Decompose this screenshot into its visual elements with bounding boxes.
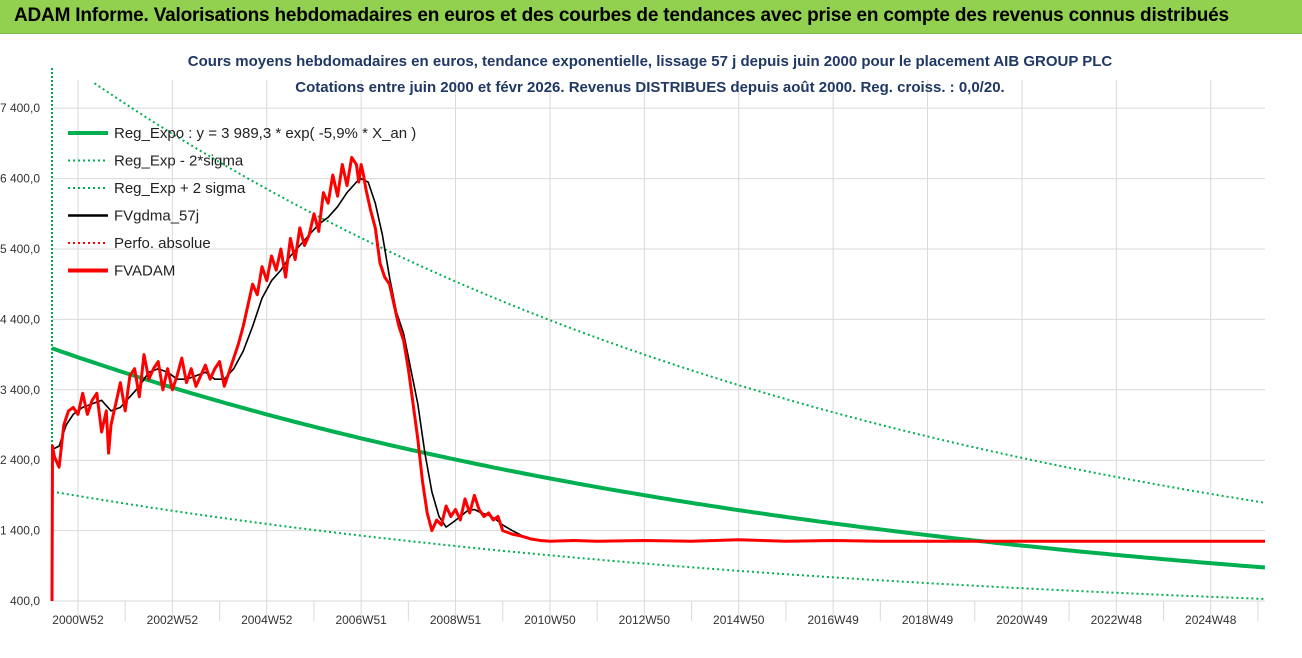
report-title: ADAM Informe. Valorisations hebdomadaire… bbox=[14, 5, 1229, 26]
series-line-reg bbox=[51, 346, 1266, 570]
y-tick-label: 2 400,0 bbox=[0, 453, 40, 467]
legend-label: Reg_Expo : y = 3 989,3 * exp( -5,9% * X_… bbox=[114, 125, 416, 142]
series-line-reg_plus bbox=[93, 82, 1266, 504]
series-line-data bbox=[50, 155, 1265, 602]
x-tick-label: 2022W48 bbox=[1091, 613, 1143, 627]
x-tick-label: 2020W49 bbox=[996, 613, 1048, 627]
chart-grid bbox=[52, 80, 1265, 621]
chart-legend: Reg_Expo : y = 3 989,3 * exp( -5,9% * X_… bbox=[68, 125, 416, 280]
x-tick-label: 2024W48 bbox=[1185, 613, 1237, 627]
chart-background bbox=[0, 34, 1302, 653]
legend-label: Perfo. absolue bbox=[114, 235, 211, 252]
y-tick-label: 1 400,0 bbox=[0, 524, 40, 538]
x-tick-label: 2002W52 bbox=[147, 613, 199, 627]
legend-label: Reg_Exp - 2*sigma bbox=[114, 153, 244, 170]
x-tick-label: 2010W50 bbox=[524, 613, 576, 627]
chart-container: 400,0 1 400,0 2 400,0 3 400,0 4 400,0 5 400,0… bbox=[0, 34, 1302, 653]
legend-label: FVgdma_57j bbox=[114, 208, 199, 225]
y-tick-label: 3 400,0 bbox=[0, 383, 40, 397]
y-tick-label: 5 400,0 bbox=[0, 242, 40, 256]
chart-series bbox=[50, 68, 1266, 602]
series-line-reg_minus bbox=[51, 490, 1266, 600]
y-tick-label: 7 400,0 bbox=[0, 101, 40, 115]
x-tick-label: 2012W50 bbox=[619, 613, 671, 627]
x-tick-label: 2014W50 bbox=[713, 613, 765, 627]
chart-title-line-1: Cours moyens hebdomadaires en euros, ten… bbox=[188, 53, 1113, 70]
chart-title-line-2: Cotations entre juin 2000 et févr 2026. … bbox=[295, 79, 1004, 96]
legend-label: FVADAM bbox=[114, 263, 175, 280]
legend-label: Reg_Exp + 2 sigma bbox=[114, 180, 246, 197]
x-tick-label: 2000W52 bbox=[52, 613, 104, 627]
x-tick-label: 2018W49 bbox=[902, 613, 954, 627]
x-tick-label: 2016W49 bbox=[807, 613, 859, 627]
y-axis-ticks: 400,0 1 400,0 2 400,0 3 400,0 4 400,0 5 400,0… bbox=[0, 101, 40, 608]
y-tick-label: 6 400,0 bbox=[0, 172, 40, 186]
report-banner: ADAM Informe. Valorisations hebdomadaire… bbox=[0, 0, 1302, 34]
x-tick-label: 2006W51 bbox=[335, 613, 387, 627]
x-axis-ticks: 2000W52 2002W52 2004W52 2006W51 2008W51 2010W… bbox=[52, 613, 1236, 627]
y-tick-label: 4 400,0 bbox=[0, 312, 40, 326]
x-tick-label: 2008W51 bbox=[430, 613, 482, 627]
x-tick-label: 2004W52 bbox=[241, 613, 293, 627]
y-tick-label: 400,0 bbox=[10, 594, 40, 608]
line-chart: 400,0 1 400,0 2 400,0 3 400,0 4 400,0 5 400,0… bbox=[0, 34, 1302, 653]
